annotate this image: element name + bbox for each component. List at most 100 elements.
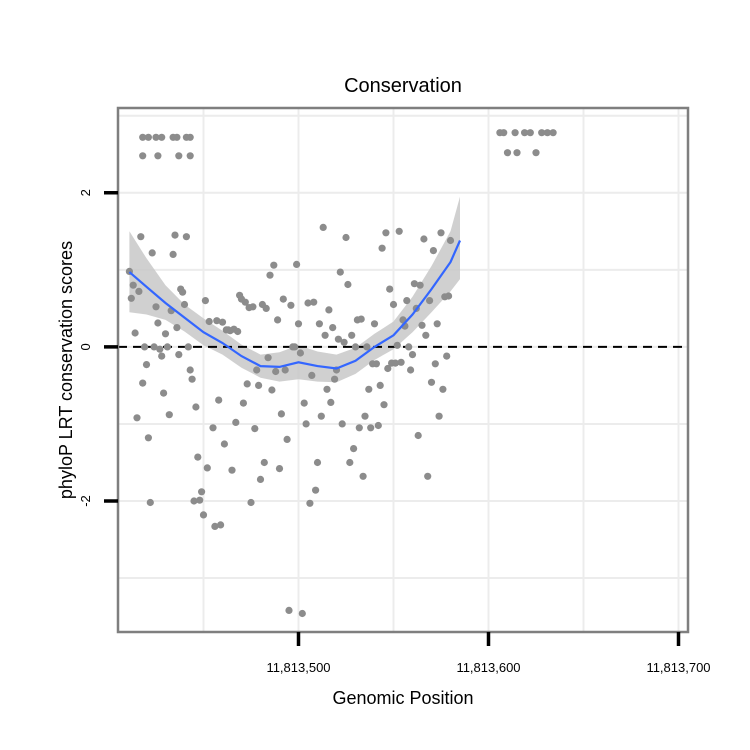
data-point (300, 399, 308, 407)
data-point (351, 343, 360, 351)
data-point (253, 366, 261, 374)
data-point (186, 133, 194, 141)
data-point (154, 152, 162, 160)
data-point (363, 343, 371, 351)
data-point (129, 281, 137, 289)
data-point (376, 381, 384, 389)
data-point (205, 317, 213, 326)
data-point (513, 149, 521, 157)
data-point (211, 522, 219, 531)
data-point (293, 260, 301, 268)
data-point (521, 129, 529, 137)
x-tick-label: 11,813,700 (646, 660, 710, 675)
data-point (194, 453, 202, 461)
data-point (334, 335, 342, 343)
data-point (139, 152, 147, 160)
data-point (350, 445, 358, 453)
data-point (268, 386, 276, 394)
data-point (443, 352, 451, 360)
data-point (173, 324, 181, 332)
data-point (180, 300, 189, 309)
data-point (359, 472, 367, 480)
data-point (361, 412, 369, 420)
data-point (228, 466, 236, 474)
data-point (338, 420, 346, 428)
data-point (264, 354, 272, 362)
data-point (127, 294, 135, 302)
data-point (380, 401, 388, 409)
data-point (137, 233, 145, 241)
data-point (139, 133, 147, 141)
data-point (255, 381, 263, 389)
data-point (407, 366, 415, 374)
data-point (199, 511, 208, 519)
data-point (186, 366, 194, 374)
chart-title: Conservation (344, 75, 462, 97)
data-point (154, 319, 162, 327)
data-point (374, 421, 382, 430)
data-point (256, 475, 265, 483)
data-point (161, 330, 170, 338)
data-point (175, 351, 183, 359)
data-point (218, 318, 227, 326)
y-axis-label: phyloP LRT conservation scores (56, 241, 76, 499)
data-point (152, 133, 160, 141)
data-point (266, 271, 274, 279)
data-point (160, 389, 168, 397)
data-point (310, 298, 318, 306)
data-point (215, 396, 223, 404)
data-point (190, 497, 198, 505)
data-point (384, 364, 392, 373)
data-point (403, 297, 411, 305)
data-point (331, 375, 339, 383)
data-point (232, 418, 240, 426)
data-point (405, 343, 413, 351)
y-tick-label: -2 (78, 495, 93, 507)
data-point (201, 297, 209, 305)
data-point (131, 329, 139, 337)
data-point (312, 486, 320, 494)
data-point (357, 315, 365, 323)
data-point (171, 231, 179, 239)
data-point (163, 343, 171, 351)
data-point (283, 435, 291, 443)
data-point (348, 331, 356, 339)
data-point (336, 268, 344, 276)
data-point (445, 292, 453, 300)
data-point (182, 233, 190, 241)
data-point (329, 324, 337, 332)
y-tick-label: 2 (78, 189, 93, 196)
data-point (315, 320, 323, 328)
data-point (538, 129, 546, 137)
axis-layer: 11,813,500 11,813,600 11,813,700 -2 0 2 (78, 189, 711, 675)
data-point (378, 244, 386, 252)
data-point (184, 343, 192, 351)
data-point (198, 488, 206, 496)
data-point (133, 414, 141, 422)
data-point (298, 609, 306, 618)
data-point (317, 412, 325, 420)
data-point (433, 320, 441, 328)
data-point (370, 320, 379, 328)
data-point (158, 133, 166, 141)
data-point (418, 321, 426, 329)
data-point (260, 458, 268, 467)
data-point (526, 129, 534, 137)
smooth-trend-line (128, 240, 462, 370)
points-layer (125, 129, 557, 618)
data-point (144, 434, 152, 442)
data-point (139, 379, 147, 387)
data-point (291, 343, 299, 351)
data-point (135, 287, 143, 295)
data-point (429, 247, 437, 255)
data-point (296, 349, 304, 357)
data-point (152, 303, 160, 311)
data-point (156, 345, 164, 353)
data-point (346, 458, 354, 467)
y-tick-label: 0 (78, 343, 93, 350)
data-point (234, 327, 242, 336)
data-point (323, 385, 331, 393)
data-point (372, 360, 380, 368)
data-point (158, 352, 166, 360)
